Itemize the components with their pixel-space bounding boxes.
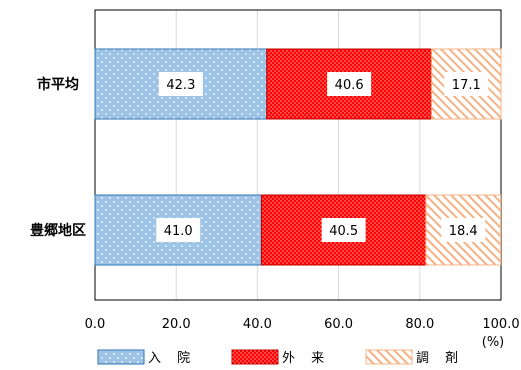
x-tick-label: 0.0 [85, 317, 106, 332]
data-label: 42.3 [166, 78, 195, 93]
data-label: 40.5 [329, 224, 358, 239]
data-label-box [321, 218, 366, 242]
legend-swatch [365, 349, 413, 365]
data-label: 17.1 [452, 78, 481, 93]
x-tick-label: 100.0 [482, 317, 519, 332]
legend-label: 入 院 [148, 351, 196, 366]
x-tick-label: 20.0 [162, 317, 191, 332]
unit-label: (%) [482, 335, 505, 350]
legend-label: 調 剤 [416, 350, 464, 366]
category-label: 豊郷地区 [30, 222, 86, 239]
bars [94, 48, 502, 266]
data-label-box [158, 72, 203, 96]
data-labels: 42.3 40.6 17.1 41.0 40.5 18.4 [156, 72, 489, 242]
x-tick-label: 40.0 [243, 317, 272, 332]
legend-label: 外 来 [282, 351, 330, 366]
data-label-box [327, 72, 372, 96]
data-label-box [156, 218, 201, 242]
data-label-box [441, 218, 486, 242]
plot-area-frame [94, 9, 502, 301]
legend-swatch [231, 349, 279, 365]
legend-swatch [97, 349, 145, 365]
data-label: 40.6 [335, 78, 364, 93]
x-tick-label: 60.0 [324, 317, 353, 332]
x-axis-ticks: 0.0 20.0 40.0 60.0 80.0 100.0 [85, 317, 520, 332]
data-label-box [444, 72, 489, 96]
data-label: 41.0 [164, 224, 193, 239]
x-tick-label: 80.0 [405, 317, 434, 332]
legend: 入 院外 来調 剤 [97, 349, 464, 366]
data-label: 18.4 [449, 224, 478, 239]
category-label: 市平均 [37, 76, 79, 93]
